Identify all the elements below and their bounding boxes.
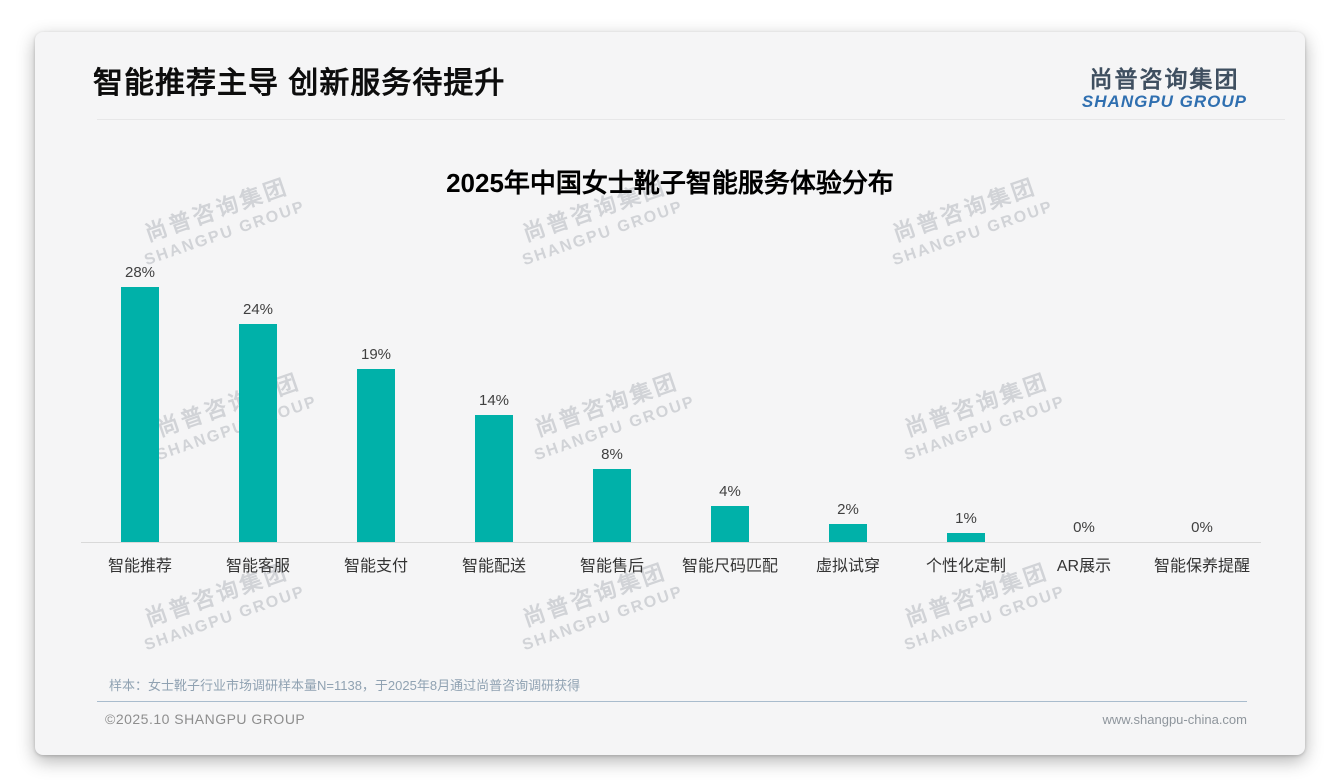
header: 智能推荐主导 创新服务待提升 尚普咨询集团 SHANGPU GROUP (35, 32, 1305, 112)
bar-category-label: 个性化定制 (925, 558, 1006, 575)
footer-row: ©2025.10 SHANGPU GROUP www.shangpu-china… (97, 702, 1247, 727)
logo-chinese-text: 尚普咨询集团 (1089, 66, 1240, 92)
company-logo: 尚普咨询集团 SHANGPU GROUP (1082, 66, 1247, 112)
bar-category-label: 智能客服 (225, 558, 290, 575)
footer-divider (97, 701, 1247, 702)
bar-chart-categories: 智能推荐 智能客服 智能支付 智能配送 智能售后 智能尺码匹配 虚拟试穿 个性化定制 AR展示 智… (81, 557, 1261, 577)
bar-chart-columns: 28% 24% 19% 14% 8% 4% 2% 1% 0% 0% (81, 250, 1261, 543)
footer-note: 样本：女士靴子行业市场调研样本量N=1138，于2025年8月通过尚普咨询调研获… (109, 678, 581, 693)
bar-category-label: 智能推荐 (107, 558, 172, 575)
bar (829, 524, 867, 542)
bar (239, 324, 277, 542)
footer-website: www.shangpu-china.com (1102, 712, 1247, 727)
bar-category-label: 智能售后 (579, 558, 644, 575)
bar-value-label: 0% (1073, 519, 1095, 536)
bar (357, 369, 395, 542)
bar-column: 2% (789, 501, 907, 542)
chart-title: 2025年中国女士靴子智能服务体验分布 (446, 168, 894, 198)
bar (711, 506, 749, 542)
bar-value-label: 8% (601, 446, 623, 463)
bar-column: 0% (1143, 519, 1261, 542)
bar-category-label: 智能支付 (343, 558, 408, 575)
bar-value-label: 24% (242, 301, 274, 318)
bar-column: 28% (81, 264, 199, 542)
bar-category-label: AR展示 (1056, 558, 1112, 575)
bar-value-label: 0% (1191, 519, 1213, 536)
bar-column: 19% (317, 346, 435, 542)
bar-column: 4% (671, 483, 789, 542)
slide-card: 尚普咨询集团 SHANGPU GROUP 尚普咨询集团 SHANGPU GROUP 尚普… (35, 32, 1305, 755)
bar-column: 8% (553, 446, 671, 542)
bar (475, 415, 513, 542)
bar-category-label: 智能尺码匹配 (681, 558, 778, 575)
footer: 样本：女士靴子行业市场调研样本量N=1138，于2025年8月通过尚普咨询调研获… (97, 677, 1247, 727)
bar-value-label: 14% (478, 392, 510, 409)
bar-category-label: 虚拟试穿 (815, 558, 880, 575)
bar (121, 287, 159, 542)
bar-chart: 28% 24% 19% 14% 8% 4% 2% 1% 0% 0% 智能推荐 智能客服 智能支付 智能配… (81, 250, 1261, 577)
bar-column: 24% (199, 301, 317, 542)
header-divider (97, 119, 1285, 120)
bar-value-label: 1% (955, 510, 977, 527)
bar-value-label: 19% (360, 346, 392, 363)
bar-value-label: 4% (719, 483, 741, 500)
bar-category-label: 智能配送 (461, 558, 526, 575)
logo-english-text: SHANGPU GROUP (1081, 92, 1247, 111)
bar (947, 533, 985, 542)
bar-column: 14% (435, 392, 553, 542)
bar-value-label: 28% (124, 264, 156, 281)
bar (593, 469, 631, 542)
bar-column: 1% (907, 510, 1025, 542)
page-title: 智能推荐主导 创新服务待提升 (93, 67, 506, 100)
bar-category-label: 智能保养提醒 (1153, 558, 1250, 575)
footer-copyright: ©2025.10 SHANGPU GROUP (105, 711, 306, 727)
bar-column: 0% (1025, 519, 1143, 542)
bar-value-label: 2% (837, 501, 859, 518)
